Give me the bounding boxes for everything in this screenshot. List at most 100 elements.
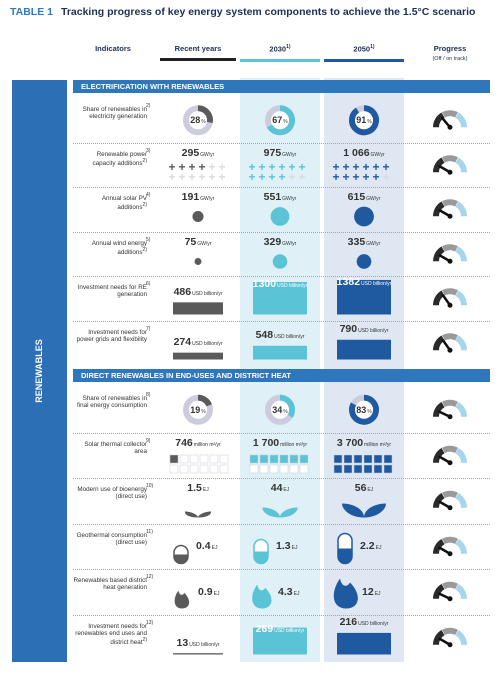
cell-value: 19% (160, 405, 236, 418)
cell: 19% (160, 387, 236, 433)
unit: EJ (367, 487, 374, 493)
cell: 4.3EJ (240, 569, 320, 615)
grid-cell (219, 454, 229, 463)
plus-icon: + (342, 160, 349, 174)
gauge-on (455, 112, 467, 128)
cell: 0.9EJ (160, 569, 236, 615)
value: 0.9 (198, 585, 213, 598)
progress-gauge (433, 490, 467, 511)
cell-graphic (253, 538, 269, 564)
value: 2.2 (360, 540, 375, 553)
cell-graphic (337, 339, 391, 359)
cell-graphic (249, 454, 309, 473)
row-divider (73, 523, 490, 525)
gauge-hub (447, 641, 453, 647)
value: 295 (181, 146, 200, 159)
plus-icon: + (298, 160, 305, 174)
cell-value: 1.3EJ (276, 541, 297, 554)
col-2050: 20501) (324, 44, 404, 62)
value-bar (337, 632, 391, 654)
gauge-mid (442, 627, 458, 635)
progress-gauge (433, 445, 467, 465)
row-divider (73, 231, 490, 233)
plus-icon: + (288, 160, 295, 174)
cell-value: 1 066GW/yr (324, 146, 404, 161)
row-note: 5) (146, 236, 151, 243)
plus-icon: + (258, 170, 265, 184)
cell: 191GW/yr (160, 187, 236, 232)
cell: 1382USD billion/yr (324, 276, 404, 321)
plus-icon: + (278, 160, 285, 174)
gauge-mid (442, 445, 458, 453)
cell-value: 329GW/yr (240, 236, 320, 250)
gauge-on (455, 246, 467, 262)
cell-value: 551GW/yr (240, 192, 320, 205)
gauge-hub (447, 347, 453, 353)
progress-gauge (433, 199, 467, 219)
gauge-mid (442, 536, 458, 544)
gauge-on (455, 629, 467, 645)
cell-value: 34% (240, 405, 320, 418)
cell: 56EJ (324, 478, 404, 524)
unit: % (367, 119, 372, 126)
value: 34 (272, 404, 283, 415)
value: 1 066 (343, 146, 370, 159)
gauge-hub (447, 213, 453, 219)
cell: + + + + + + + + + + + +1 066GW/yr (324, 143, 404, 188)
cell: 1300USD billion/yr (240, 276, 320, 321)
cell-value: 191GW/yr (160, 192, 236, 205)
cell-graphic (333, 454, 393, 473)
indicator: Investment needs for RE generation (73, 284, 147, 299)
gauge-off (433, 447, 445, 463)
grid-cell (333, 454, 343, 463)
plus-icon: + (288, 170, 295, 184)
plus-icon: + (168, 170, 175, 184)
indicator-text: Renewables based district heat generatio… (73, 577, 147, 592)
cell-graphic (173, 652, 223, 654)
cell-value: 28% (160, 115, 236, 128)
cell-value: 269USD billion/yr (240, 624, 320, 637)
value: 548 (255, 329, 274, 342)
gauge-off (433, 112, 445, 128)
cell-graphic (174, 590, 190, 609)
gauge-off (433, 493, 445, 509)
value-bar (173, 652, 223, 654)
indicator-text: Modern use of bioenergy (direct use) (77, 486, 147, 501)
indicator-text: Geothermal consumption (direct use) (76, 531, 147, 546)
cell-graphic (265, 394, 295, 425)
plus-icon: + (278, 170, 285, 184)
value: 56 (354, 482, 367, 494)
grid-cell (353, 464, 363, 473)
unit: EJ (202, 487, 209, 493)
plus-icon: + (248, 170, 255, 184)
cell: 790USD billion/yr (324, 321, 404, 366)
cell-graphic (354, 206, 374, 227)
indicator-text: Investment needs for power grids and fle… (76, 328, 147, 343)
progress-gauge (433, 536, 467, 556)
grid-cell (343, 464, 353, 473)
unit: GW/yr (370, 151, 385, 158)
plus-icon: + (332, 170, 339, 184)
unit: GW/yr (282, 240, 297, 247)
grid-cell (279, 464, 289, 473)
value-circle (194, 257, 202, 265)
value: 12 (362, 585, 374, 598)
plus-icon: + (372, 170, 379, 184)
gauge-off (433, 246, 445, 262)
indicator: Annual solar PV additions2) (73, 195, 147, 212)
grid-cell (299, 464, 309, 473)
cell-graphic (265, 105, 295, 136)
grid-cell (373, 454, 383, 463)
value: 91 (356, 115, 367, 126)
value: 28 (190, 115, 201, 126)
cell-graphic (194, 257, 202, 265)
plus-icon: + (198, 160, 205, 174)
cell-graphic (253, 627, 307, 654)
grid-cell (353, 454, 363, 463)
value: 269 (255, 623, 274, 636)
cell-value: 83% (324, 405, 404, 418)
grid-cell (289, 454, 299, 463)
value: 486 (173, 286, 192, 299)
unit: GW/yr (200, 151, 215, 158)
grid-cell (199, 454, 209, 463)
